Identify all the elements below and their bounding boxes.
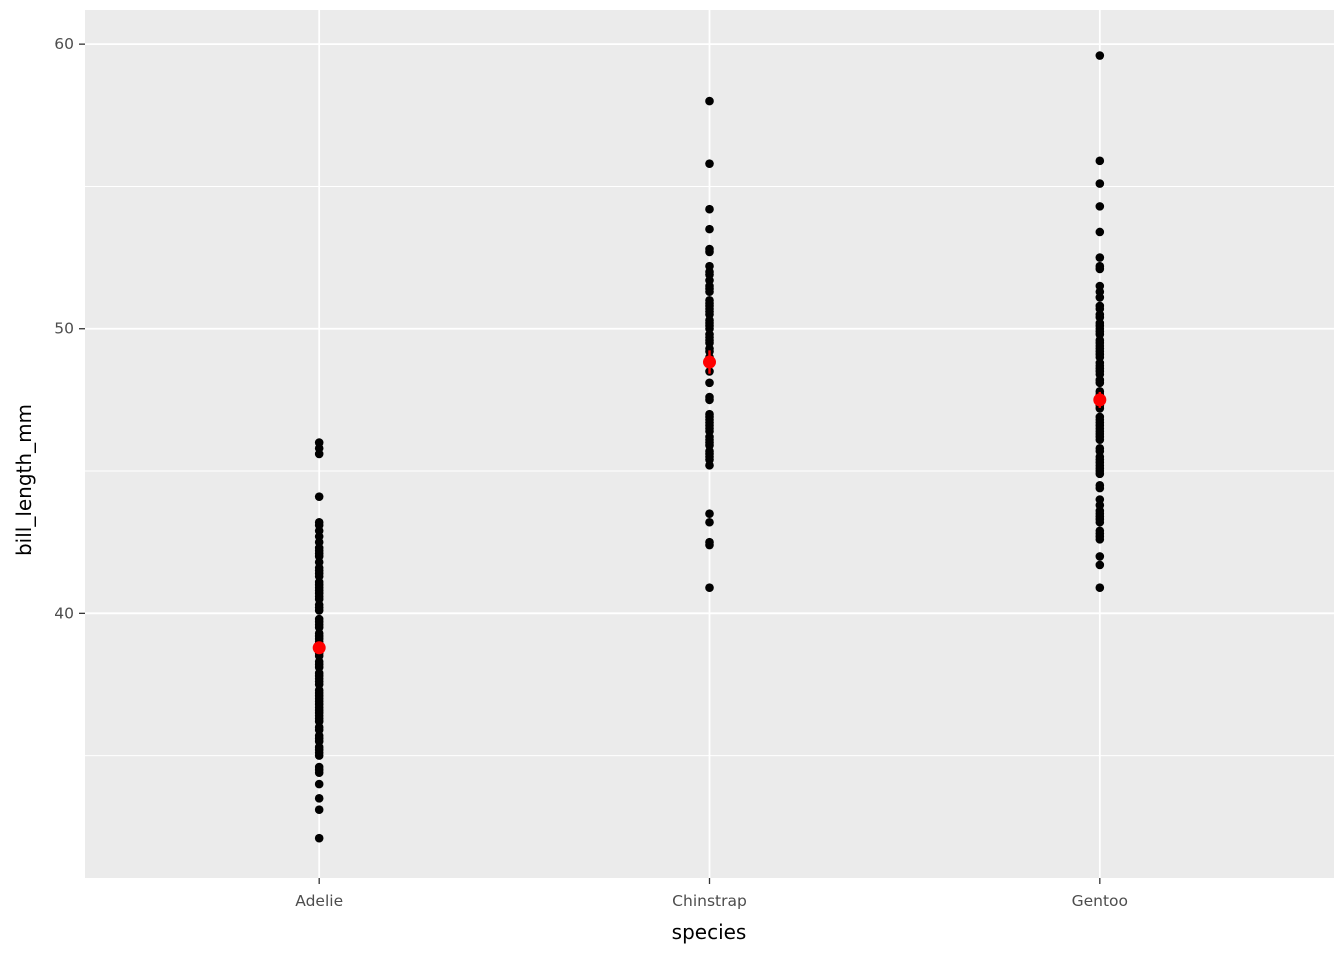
data-point <box>1095 281 1105 291</box>
data-point <box>1095 301 1105 311</box>
data-point <box>1095 526 1105 536</box>
y-tick-label: 60 <box>54 35 74 53</box>
data-point <box>705 159 714 168</box>
data-point <box>314 833 324 843</box>
data-point <box>705 261 714 271</box>
data-point <box>314 614 324 624</box>
data-point <box>314 492 324 501</box>
data-point <box>1095 443 1105 453</box>
x-tick-label: Adelie <box>295 892 343 910</box>
x-tick-label: Gentoo <box>1072 892 1128 910</box>
data-point <box>1095 412 1105 422</box>
data-point <box>705 244 714 254</box>
data-point <box>314 794 324 803</box>
x-axis-title: species <box>671 920 747 944</box>
y-tick-label: 50 <box>54 320 74 338</box>
data-point <box>1095 156 1105 166</box>
data-point <box>314 762 324 772</box>
data-point <box>314 805 324 814</box>
mean-point <box>312 641 326 655</box>
data-point <box>1095 583 1105 593</box>
data-point <box>705 392 714 402</box>
data-point <box>314 438 324 447</box>
data-point <box>705 378 714 388</box>
x-tick-label: Chinstrap <box>672 892 747 910</box>
data-point <box>1095 253 1105 262</box>
data-point <box>1095 387 1105 396</box>
data-point <box>1095 179 1105 188</box>
data-point <box>314 779 324 789</box>
data-point <box>1095 51 1105 60</box>
data-point <box>705 583 714 593</box>
y-axis-title: bill_length_mm <box>12 403 36 557</box>
data-point <box>1095 227 1105 237</box>
data-point <box>1095 552 1105 561</box>
data-point <box>1095 202 1105 211</box>
data-point <box>705 204 714 214</box>
mean-point <box>1093 393 1107 407</box>
data-point <box>1095 495 1105 504</box>
mean-point <box>703 355 716 369</box>
data-point <box>705 537 714 547</box>
data-point <box>1095 261 1105 271</box>
data-point <box>705 517 714 527</box>
data-point <box>705 224 714 234</box>
data-point <box>314 517 324 527</box>
data-point <box>705 96 714 106</box>
data-point <box>705 409 714 419</box>
data-point <box>705 295 714 305</box>
data-point <box>1095 480 1105 490</box>
y-tick-label: 40 <box>54 604 74 622</box>
data-point <box>1095 560 1105 570</box>
data-point <box>705 509 714 519</box>
